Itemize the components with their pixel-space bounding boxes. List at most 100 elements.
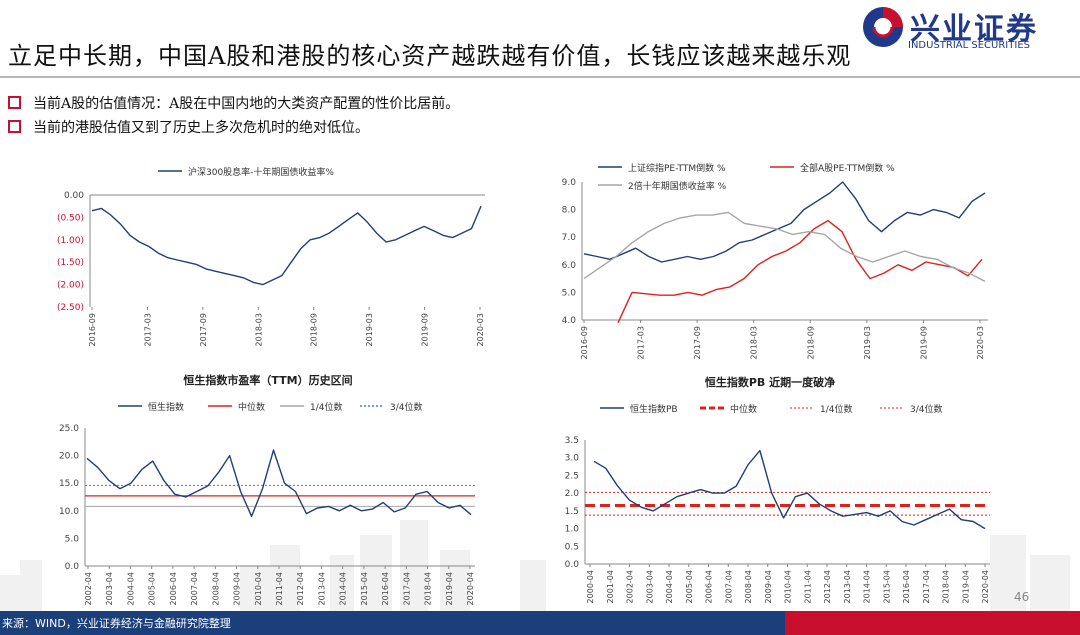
x-tick-label: 2017-04: [922, 570, 931, 603]
x-tick-label: 2006-04: [169, 572, 178, 605]
y-tick-label: 0.5: [565, 542, 579, 552]
source-note: 来源：WIND，兴业证券经济与金融研究院整理: [2, 617, 231, 630]
legend-label: 中位数: [238, 401, 265, 413]
x-tick-label: 2019-04: [445, 572, 454, 605]
y-tick-label: 20.0: [59, 452, 79, 462]
chart-title: 恒生指数PB 近期一度破净: [705, 375, 835, 389]
x-tick-label: 2020-04: [981, 570, 990, 603]
x-tick-label: 2002-04: [626, 570, 635, 603]
x-tick-label: 2018-09: [806, 326, 815, 359]
x-tick-label: 2006-04: [705, 570, 714, 603]
x-tick-label: 2003-04: [645, 570, 654, 603]
x-tick-label: 2013-04: [843, 570, 852, 603]
x-tick-label: 2017-04: [402, 572, 411, 605]
logo-mark-icon: [863, 7, 903, 47]
x-tick-label: 2007-04: [190, 572, 199, 605]
x-tick-label: 2015-04: [882, 570, 891, 603]
x-tick-label: 2019-03: [365, 313, 374, 346]
y-tick-label: 15.0: [59, 479, 79, 489]
x-tick-label: 2008-04: [744, 570, 753, 603]
legend-label: 上证综指PE-TTM倒数 %: [628, 162, 726, 174]
x-tick-label: 2020-04: [466, 572, 475, 605]
series-line: [86, 449, 472, 517]
y-tick-label: (1.00): [57, 236, 84, 246]
x-tick-label: 2018-09: [310, 313, 319, 346]
y-tick-label: 2.0: [565, 489, 580, 499]
x-tick-label: 2015-04: [360, 572, 369, 605]
x-tick-label: 2010-04: [784, 570, 793, 603]
x-tick-label: 2014-04: [339, 572, 348, 605]
bullet-item: 当前的港股估值又到了历史上多次危机时的绝对低位。: [8, 116, 459, 140]
x-tick-label: 2002-04: [84, 572, 93, 605]
x-tick-label: 2011-04: [803, 570, 812, 603]
y-tick-label: 1.0: [565, 525, 580, 535]
series-line: [583, 211, 986, 283]
y-tick-label: 9.0: [562, 178, 577, 188]
background-cityscape: [0, 520, 1070, 611]
x-tick-label: 2017-03: [143, 313, 152, 346]
x-tick-label: 2012-04: [823, 570, 832, 603]
logo-subtext: INDUSTRIAL SECURITIES: [908, 40, 1030, 51]
x-tick-label: 2019-09: [919, 326, 928, 359]
y-tick-label: 5.0: [65, 534, 80, 544]
y-tick-label: 2.5: [565, 471, 579, 481]
bullet-list: 当前A股的估值情况：A股在中国内地的大类资产配置的性价比居前。 当前的港股估值又…: [8, 92, 459, 140]
x-tick-label: 2009-04: [764, 570, 773, 603]
x-tick-label: 2016-09: [88, 313, 97, 346]
x-tick-label: 2017-03: [637, 326, 646, 359]
y-tick-label: 8.0: [562, 206, 577, 216]
y-tick-label: 3.5: [565, 436, 579, 446]
y-tick-label: 25.0: [59, 424, 79, 434]
x-tick-label: 2020-03: [976, 326, 985, 359]
x-tick-label: 2020-03: [476, 313, 485, 346]
bullet-item: 当前A股的估值情况：A股在中国内地的大类资产配置的性价比居前。: [8, 92, 459, 116]
legend-label: 中位数: [730, 403, 757, 415]
checkbox-bullet-icon: [8, 95, 21, 109]
x-tick-label: 2018-04: [942, 570, 951, 603]
y-tick-label: 0.00: [64, 191, 84, 201]
x-tick-label: 2004-04: [126, 572, 135, 605]
x-tick-label: 2016-04: [381, 572, 390, 605]
y-tick-label: 6.0: [562, 261, 577, 271]
x-tick-label: 2017-09: [199, 313, 208, 346]
x-tick-label: 2004-04: [665, 570, 674, 603]
x-tick-label: 2018-04: [424, 572, 433, 605]
x-tick-label: 2005-04: [148, 572, 157, 605]
y-tick-label: 0.0: [565, 560, 580, 570]
footer-bar: 来源：WIND，兴业证券经济与金融研究院整理: [0, 611, 1080, 635]
x-tick-label: 2013-04: [317, 572, 326, 605]
title-divider: [0, 76, 1080, 78]
x-tick-label: 2014-04: [863, 570, 872, 603]
legend-label: 恒生指数: [148, 401, 184, 413]
page-title: 立足中长期，中国A股和港股的核心资产越跌越有价值，长钱应该越来越乐观: [8, 42, 852, 70]
legend-label: 全部A股PE-TTM倒数 %: [800, 162, 895, 174]
x-tick-label: 2001-04: [606, 570, 615, 603]
y-tick-label: 3.0: [565, 454, 580, 464]
bullet-text: 当前的港股估值又到了历史上多次危机时的绝对低位。: [33, 120, 369, 136]
y-tick-label: 7.0: [562, 233, 577, 243]
x-tick-label: 2019-04: [961, 570, 970, 603]
footer-right-band: [785, 611, 1080, 635]
y-tick-label: 5.0: [562, 288, 577, 298]
x-tick-label: 2016-09: [580, 326, 589, 359]
series-line: [593, 449, 986, 530]
legend-label: 恒生指数PB: [630, 403, 678, 415]
y-tick-label: 0.0: [65, 562, 80, 572]
series-line: [617, 219, 983, 324]
legend-label: 2倍十年期国债收益率 %: [628, 180, 727, 192]
series-line: [583, 181, 986, 263]
y-tick-label: (1.50): [57, 258, 84, 268]
y-tick-label: (2.50): [57, 303, 84, 313]
company-logo: 兴业证券 INDUSTRIAL SECURITIES: [858, 2, 1080, 54]
chart-dividend-spread: 沪深300股息率-十年期国债收益率% 0.00 (0.50) (1.00) (1.50)…: [57, 166, 485, 346]
x-tick-label: 2011-04: [275, 572, 284, 605]
x-tick-label: 2009-04: [233, 572, 242, 605]
x-tick-label: 2019-09: [421, 313, 430, 346]
legend-label: 1/4位数: [310, 401, 343, 413]
y-tick-label: (2.00): [57, 281, 84, 291]
x-tick-label: 2005-04: [685, 570, 694, 603]
footer-left-band: [0, 611, 785, 635]
bullet-text: 当前A股的估值情况：A股在中国内地的大类资产配置的性价比居前。: [33, 96, 460, 112]
